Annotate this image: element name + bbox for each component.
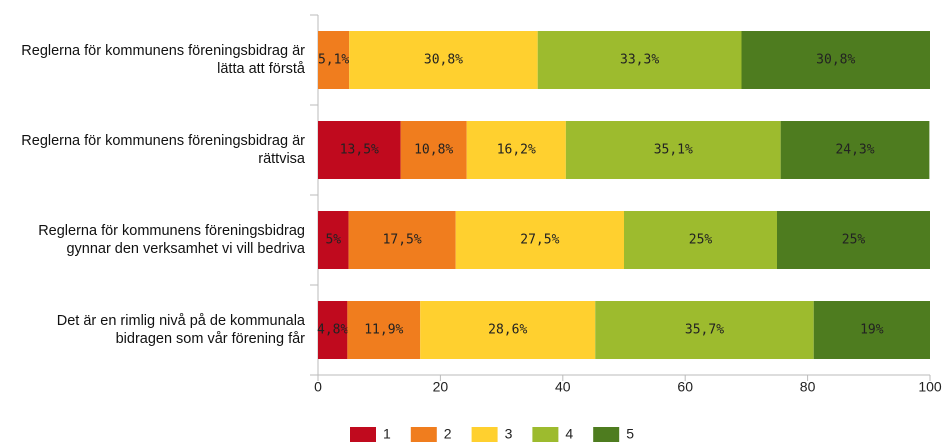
- data-label: 10,8%: [414, 143, 453, 158]
- legend-swatch: [593, 427, 620, 442]
- bar-segment: [349, 31, 538, 89]
- data-label: 33,3%: [620, 53, 659, 68]
- data-label: 11,9%: [364, 323, 403, 338]
- bar-segment: [347, 301, 421, 359]
- bar-segment: [813, 301, 930, 359]
- bar-segment: [780, 121, 930, 179]
- legend-swatch: [410, 427, 437, 442]
- data-label: 5,1%: [318, 53, 349, 68]
- bar-segment: [777, 211, 930, 269]
- bar-segment: [624, 211, 777, 269]
- legend-label: 1: [383, 426, 391, 442]
- legend-swatch: [350, 427, 376, 442]
- x-tick-label: 80: [800, 379, 816, 395]
- legend-label: 5: [626, 426, 634, 442]
- category-label: Reglerna för kommunens föreningsbidrag g…: [38, 223, 305, 257]
- x-tick-label: 20: [433, 379, 449, 395]
- x-tick-label: 60: [677, 379, 693, 395]
- bar-segment: [318, 211, 349, 269]
- bar-segment: [400, 121, 467, 179]
- data-label: 17,5%: [383, 233, 422, 248]
- bar-segment: [565, 121, 781, 179]
- data-label: 16,2%: [497, 143, 536, 158]
- data-label: 30,8%: [816, 53, 855, 68]
- x-tick-label: 0: [314, 379, 322, 395]
- bar-segment: [348, 211, 456, 269]
- bar-segment: [455, 211, 624, 269]
- data-label: 27,5%: [520, 233, 559, 248]
- legend-label: 2: [444, 426, 452, 442]
- bar-segment: [741, 31, 930, 89]
- bar-segment: [420, 301, 596, 359]
- legend-swatch: [471, 427, 498, 442]
- bar-segment: [466, 121, 566, 179]
- data-label: 24,3%: [835, 143, 874, 158]
- legend-label: 4: [565, 426, 573, 442]
- data-label: 5%: [325, 233, 341, 248]
- data-label: 25%: [689, 233, 713, 248]
- bar-segment: [537, 31, 742, 89]
- legend-swatch: [532, 427, 559, 442]
- data-label: 13,5%: [340, 143, 379, 158]
- x-tick-label: 100: [918, 379, 942, 395]
- data-label: 25%: [842, 233, 866, 248]
- legend-label: 3: [505, 426, 513, 442]
- x-tick-label: 40: [555, 379, 571, 395]
- bar-segment: [595, 301, 814, 359]
- category-label: Reglerna för kommunens föreningsbidrag ä…: [21, 133, 305, 167]
- data-label: 4,8%: [317, 323, 348, 338]
- data-label: 28,6%: [488, 323, 527, 338]
- data-label: 35,1%: [654, 143, 693, 158]
- data-label: 35,7%: [685, 323, 724, 338]
- category-label: Reglerna för kommunens föreningsbidrag ä…: [21, 43, 305, 77]
- bar-segment: [318, 301, 348, 359]
- data-label: 30,8%: [424, 53, 463, 68]
- bar-segment: [318, 31, 350, 89]
- data-label: 19%: [860, 323, 884, 338]
- bar-segment: [318, 121, 401, 179]
- category-label: Det är en rimlig nivå på de kommunala bi…: [56, 313, 305, 347]
